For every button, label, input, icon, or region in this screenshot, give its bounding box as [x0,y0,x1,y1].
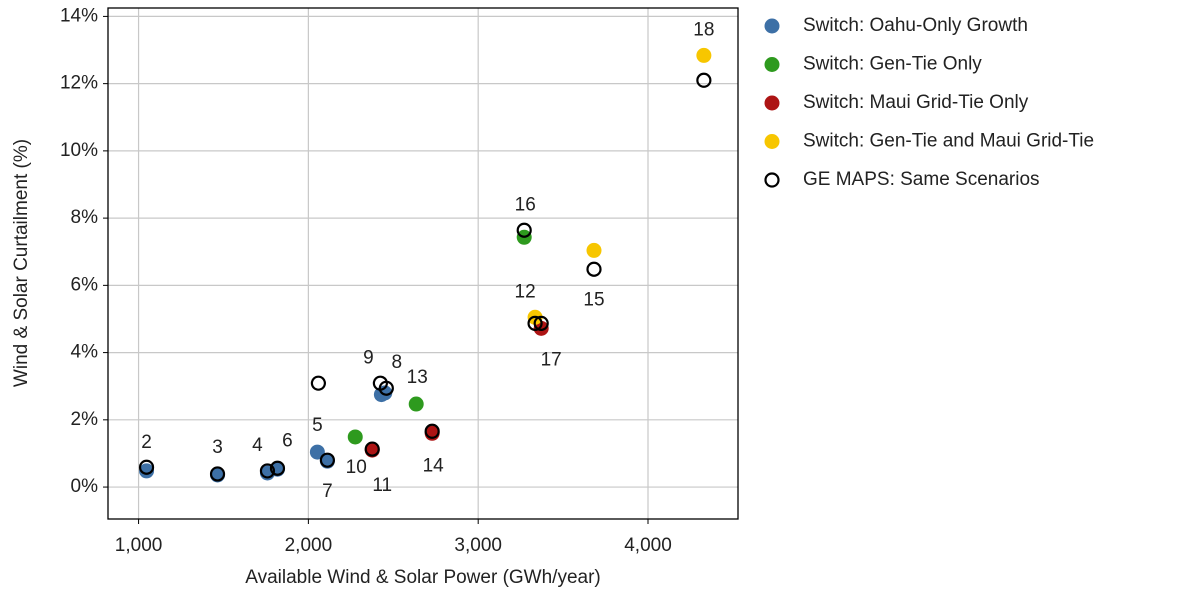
open-marker [259,463,276,479]
point [309,444,325,460]
point [347,429,363,445]
x-tick-label: 1,000 [115,535,163,556]
point-label: 17 [541,349,562,370]
open-marker [527,315,543,331]
legend-label: GE MAPS: Same Scenarios [803,169,1040,190]
y-tick-label: 4% [71,342,99,363]
point [139,463,155,479]
legend-label: Switch: Oahu-Only Growth [803,15,1028,36]
point-label: 4 [252,435,263,456]
y-tick-label: 0% [71,476,99,497]
open-marker [372,375,388,391]
legend-marker [764,172,780,188]
legend-marker [764,134,780,149]
point-label: 14 [423,455,445,476]
point [408,396,424,412]
open-marker [319,452,335,468]
open-marker [586,261,602,277]
point-label: 5 [312,415,323,436]
open-marker [533,315,549,331]
point-label: 13 [407,367,428,388]
point-label: 6 [282,430,293,451]
y-tick-label: 14% [60,5,98,26]
plot-frame [107,7,739,520]
x-tick-label: 4,000 [624,535,672,556]
x-axis-label: Available Wind & Solar Power (GWh/year) [245,567,601,588]
open-marker [138,459,155,475]
point-label: 15 [583,289,604,310]
point [696,47,712,63]
y-tick-label: 12% [60,73,98,94]
open-marker [269,460,286,476]
point-label: 18 [693,19,714,40]
y-tick-label: 10% [60,140,98,161]
x-tick-label: 3,000 [454,535,502,556]
point-label: 11 [372,475,392,496]
legend-label: Switch: Gen-Tie Only [803,54,982,75]
legend-marker [764,57,780,72]
point [533,320,549,336]
open-marker [696,72,712,88]
y-tick-label: 8% [71,207,99,228]
legend-marker [764,18,780,34]
open-marker [209,466,226,482]
y-tick-label: 2% [71,409,99,430]
point-label: 2 [141,432,152,453]
open-marker [516,222,532,238]
point-label: 9 [363,348,374,369]
point-label: 7 [322,481,333,502]
legend-label: Switch: Gen-Tie and Maui Grid-Tie [803,131,1094,152]
open-marker [424,423,440,439]
y-axis-label: Wind & Solar Curtailment (%) [11,139,32,387]
x-tick-label: 2,000 [285,535,333,556]
point-label: 8 [392,352,403,373]
point [586,242,602,258]
legend-marker [764,95,780,111]
y-tick-label: 6% [71,274,99,295]
open-marker [310,375,326,391]
point-label: 16 [515,194,536,215]
point [373,387,389,403]
point-label: 12 [515,281,536,302]
open-marker [364,441,380,457]
point-label: 10 [346,457,367,478]
point-label: 3 [212,437,223,458]
legend-label: Switch: Maui Grid-Tie Only [803,92,1029,113]
